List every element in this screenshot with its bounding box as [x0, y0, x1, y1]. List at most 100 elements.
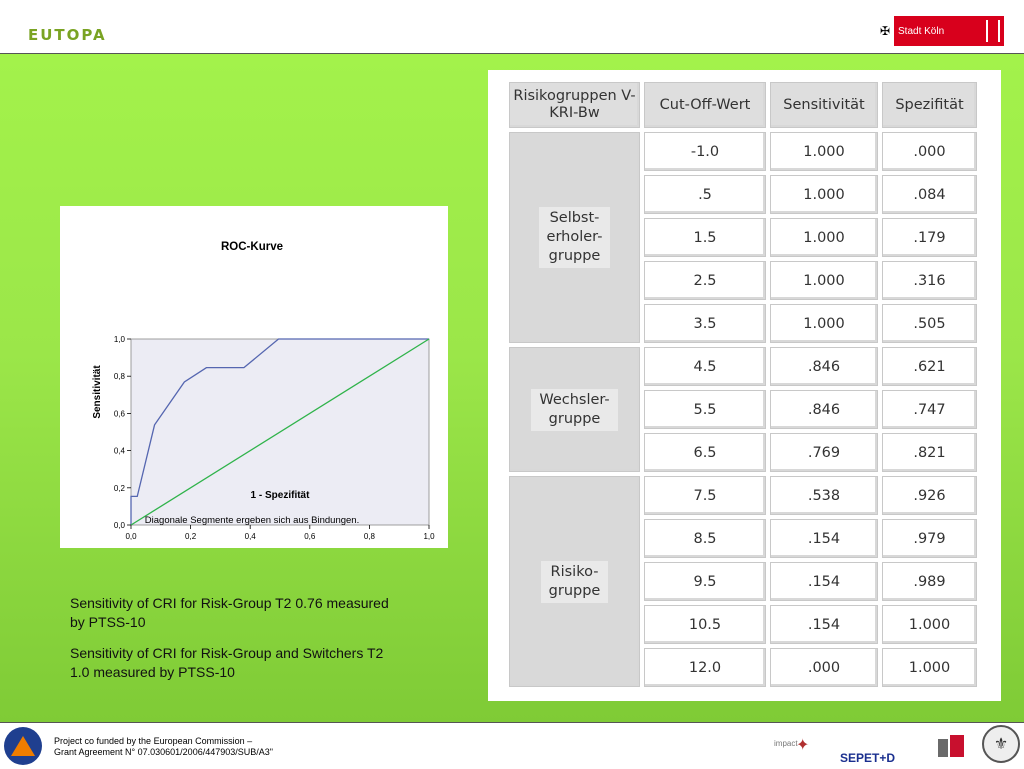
sensitivity-cell: 1.000: [770, 261, 878, 300]
header-specificity: Spezifität: [882, 82, 977, 128]
slide-footer: Project co funded by the European Commis…: [0, 722, 1024, 769]
sensitivity-cell: 1.000: [770, 304, 878, 343]
impact-star-icon: ✦: [796, 737, 810, 754]
table-row: 3.5 1.000.505: [509, 304, 977, 343]
x-axis-label: 1 - Spezifität: [251, 490, 311, 501]
risk-group-label: Wechsler-gruppe: [531, 388, 618, 431]
cut-off-cell: 8.5: [644, 519, 766, 558]
specificity-cell: 1.000: [882, 648, 977, 687]
cut-off-cell: 12.0: [644, 648, 766, 687]
specificity-cell: .179: [882, 218, 977, 257]
specificity-cell: .316: [882, 261, 977, 300]
table-row: 12.0.000 1.000: [509, 648, 977, 687]
table-header-row: Risikogruppen V-KRI-Bw Cut-Off-Wert Sens…: [509, 82, 977, 128]
risk-group-table: Risikogruppen V-KRI-Bw Cut-Off-Wert Sens…: [505, 78, 981, 691]
y-axis-label: Sensitivität: [92, 365, 103, 419]
sensitivity-cell: 1.000: [770, 132, 878, 171]
funding-line-2: Grant Agreement N° 07.030601/2006/447903…: [54, 747, 273, 757]
specificity-cell: .979: [882, 519, 977, 558]
stadt-koeln-logo: ✠ Stadt Köln: [876, 16, 1004, 46]
sensitivity-cell: .154: [770, 605, 878, 644]
table-row: .5 1.000.084: [509, 175, 977, 214]
y-tick-label: 0,0: [114, 521, 126, 530]
civil-protection-emblem-icon: [4, 727, 42, 765]
cut-off-cell: 1.5: [644, 218, 766, 257]
caption-risk-and-switchers: Sensitivity of CRI for Risk-Group and Sw…: [70, 645, 384, 680]
sensitivity-cell: .154: [770, 562, 878, 601]
specificity-cell: .926: [882, 476, 977, 515]
x-tick-label: 0,0: [125, 532, 137, 541]
sensitivity-cell: 1.000: [770, 218, 878, 257]
specificity-cell: .621: [882, 347, 977, 386]
cut-off-cell: 9.5: [644, 562, 766, 601]
stadt-koeln-label: Stadt Köln: [898, 25, 945, 37]
sensitivity-cell: .846: [770, 347, 878, 386]
funding-line-1: Project co funded by the European Commis…: [54, 736, 253, 746]
cut-off-cell: 2.5: [644, 261, 766, 300]
partner-logo-icon: [938, 735, 964, 757]
roc-curve-line: [130, 338, 429, 525]
risk-group-label: Risiko-gruppe: [540, 560, 609, 603]
table-row: Risiko-gruppe 7.5.538.926: [509, 476, 977, 687]
table-row: 1.5 1.000.179: [509, 218, 977, 257]
table-row: Wechsler-gruppe 4.5.846.621: [509, 347, 977, 472]
x-tick-label: 1,0: [423, 532, 435, 541]
table-row: 6.5.769.821: [509, 433, 977, 472]
cut-off-cell: 10.5: [644, 605, 766, 644]
header-cut-off: Cut-Off-Wert: [644, 82, 766, 128]
sensitivity-cell: .000: [770, 648, 878, 687]
eutopa-logo: EUTOPA: [28, 26, 107, 44]
risk-group-cell: Risiko-gruppe: [509, 476, 640, 687]
header-sensitivity: Sensitivität: [770, 82, 878, 128]
slide-content: ROC-Kurve 0,0 0,2 0,4 0,6 0,8 1,0 0,0 0,2 0,4 0,6…: [0, 54, 1024, 722]
x-tick-label: 0,2: [185, 532, 197, 541]
specificity-cell: .747: [882, 390, 977, 429]
sensitivity-cell: .769: [770, 433, 878, 472]
table-row: 9.5.154.989: [509, 562, 977, 601]
y-tick-label: 0,2: [114, 484, 126, 493]
sensitivity-cell: .846: [770, 390, 878, 429]
cut-off-cell: 5.5: [644, 390, 766, 429]
x-tick-label: 0,8: [364, 532, 376, 541]
table-row: 5.5.846.747: [509, 390, 977, 429]
cut-off-cell: 7.5: [644, 476, 766, 515]
specificity-cell: .505: [882, 304, 977, 343]
cut-off-cell: 6.5: [644, 433, 766, 472]
specificity-cell: .000: [882, 132, 977, 171]
university-seal-icon: ⚜: [982, 725, 1020, 763]
risk-group-cell: Selbst-erholer-gruppe: [509, 132, 640, 343]
y-tick-label: 1,0: [114, 335, 126, 344]
specificity-cell: .821: [882, 433, 977, 472]
table-row: 8.5.154.979: [509, 519, 977, 558]
chart-title: ROC-Kurve: [221, 241, 283, 253]
cut-off-cell: 4.5: [644, 347, 766, 386]
roc-chart-svg: ROC-Kurve 0,0 0,2 0,4 0,6 0,8 1,0 0,0 0,2 0,4 0,6…: [92, 241, 435, 541]
specificity-cell: .989: [882, 562, 977, 601]
table-row: Selbst-erholer-gruppe -1.0 1.000.000: [509, 132, 977, 343]
funding-notice: Project co funded by the European Commis…: [54, 736, 273, 758]
caption-risk-group: Sensitivity of CRI for Risk-Group T2 0.7…: [70, 595, 389, 630]
specificity-cell: .084: [882, 175, 977, 214]
y-tick-label: 0,4: [114, 447, 126, 456]
impact-logo: impact: [774, 739, 798, 748]
reference-diagonal-line: [130, 338, 430, 526]
cut-off-cell: .5: [644, 175, 766, 214]
risk-group-label: Selbst-erholer-gruppe: [538, 207, 611, 268]
x-tick-label: 0,4: [245, 532, 257, 541]
slide-header: EUTOPA ✠ Stadt Köln: [0, 0, 1024, 54]
header-risk-groups: Risikogruppen V-KRI-Bw: [509, 82, 640, 128]
cathedral-icon: [986, 20, 1000, 42]
roc-chart: ROC-Kurve 0,0 0,2 0,4 0,6 0,8 1,0 0,0 0,2 0,4 0,6…: [60, 206, 448, 548]
coat-of-arms-icon: ✠: [876, 16, 894, 46]
y-tick-label: 0,6: [114, 409, 126, 418]
sensitivity-cell: .538: [770, 476, 878, 515]
cut-off-cell: -1.0: [644, 132, 766, 171]
chart-note: Diagonale Segmente ergeben sich aus Bind…: [145, 515, 359, 526]
table-row: 2.5 1.000.316: [509, 261, 977, 300]
y-tick-label: 0,8: [114, 372, 126, 381]
x-tick-label: 0,6: [304, 532, 316, 541]
sensitivity-cell: 1.000: [770, 175, 878, 214]
cut-off-cell: 3.5: [644, 304, 766, 343]
risk-table-frame: Risikogruppen V-KRI-Bw Cut-Off-Wert Sens…: [488, 70, 1001, 701]
table-row: 10.5.154 1.000: [509, 605, 977, 644]
